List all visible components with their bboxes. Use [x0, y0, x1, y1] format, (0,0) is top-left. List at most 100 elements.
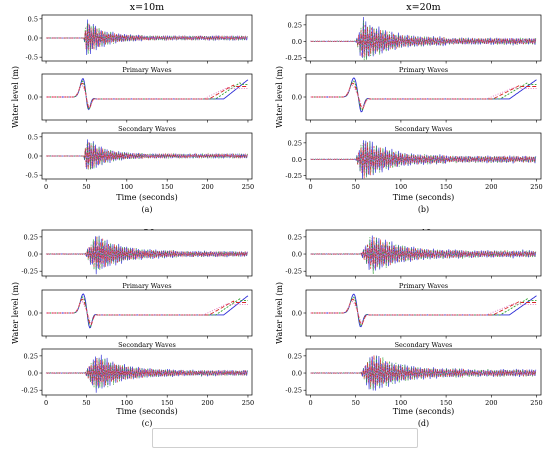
- x-tick-label: 0: [44, 183, 48, 191]
- figure-label: (a): [141, 205, 152, 214]
- y-tick-label: 0.0: [292, 156, 302, 164]
- subplot-title: Secondary Waves: [118, 125, 176, 133]
- y-tick-label: 0.25: [288, 233, 302, 241]
- plot-frame: [305, 73, 542, 121]
- x-tick-label: 50: [352, 183, 360, 191]
- y-tick-label: 0.25: [24, 352, 38, 360]
- y-axis-label: Water level (m): [275, 66, 284, 128]
- subplot-title: Primary Waves: [122, 66, 171, 74]
- subplot-1: -0.5 0.0 0.5: [25, 14, 253, 64]
- y-tick-label: 0.0: [28, 35, 38, 43]
- x-tick-label: 250: [530, 183, 542, 191]
- series-line-h=7.5m: [310, 82, 537, 110]
- series-line-h=7.5m: [310, 142, 537, 179]
- y-tick-label: 0.0: [28, 94, 38, 102]
- subplot-title: Primary Waves: [122, 282, 171, 290]
- series-line-h=7.5m: [46, 82, 248, 109]
- subplot-1: -0.25 0.0 0.25: [285, 14, 542, 64]
- legend: [152, 428, 418, 448]
- subplot-title: Primary Waves: [399, 66, 448, 74]
- series-line-h=8.0m: [45, 25, 248, 51]
- subplot-3: Secondary Waves -0.25 0.0 0.25 0 50 100 150 200 2…: [285, 341, 542, 407]
- series-lines: [45, 19, 248, 56]
- y-axis-label: Water level (m): [11, 66, 20, 128]
- y-tick-label: 0.5: [28, 133, 38, 141]
- x-tick-label: 200: [201, 183, 213, 191]
- x-tick-label: 50: [82, 399, 90, 407]
- x-tick-label: 100: [395, 183, 407, 191]
- y-tick-label: 0.25: [288, 139, 302, 147]
- series-line-h=8.0m: [46, 300, 248, 324]
- x-tick-label: 0: [44, 399, 48, 407]
- x-tick-label: 250: [242, 183, 254, 191]
- plot-frame: [305, 348, 542, 396]
- subplot-2: Primary Waves 0.0: [292, 282, 542, 339]
- subplot-2: Primary Waves 0.0: [292, 66, 542, 123]
- subplot-1: -0.25 0.0 0.25: [21, 229, 253, 279]
- plot-frame: [41, 289, 253, 337]
- x-tick-label: 200: [201, 399, 213, 407]
- y-tick-label: 0.0: [28, 251, 38, 259]
- series-lines: [310, 293, 537, 328]
- series-lines: [46, 78, 249, 111]
- figure-panel-a: x=10m -0.5 0.0 0.5 Primary Waves 0.0 Secondary…: [11, 2, 254, 214]
- y-tick-label: 0.0: [292, 310, 302, 318]
- series-line-h=7.5m: [310, 24, 537, 58]
- x-axis-label: Time (seconds): [116, 193, 178, 202]
- x-tick-label: 50: [82, 183, 90, 191]
- x-tick-label: 200: [485, 399, 497, 407]
- series-line-h=8.0m: [310, 85, 537, 108]
- y-tick-label: -0.25: [285, 387, 302, 395]
- subplot-title: Secondary Waves: [118, 341, 176, 349]
- y-tick-label: 0.0: [292, 94, 302, 102]
- y-tick-label: 0.5: [28, 15, 38, 23]
- series-line-h=8.0m: [310, 143, 537, 174]
- x-tick-label: 0: [308, 399, 312, 407]
- y-tick-label: -0.25: [285, 54, 302, 62]
- figure-label: (c): [142, 419, 153, 428]
- subplot-1: -0.25 0.0 0.25: [285, 229, 542, 279]
- y-tick-label: -0.25: [285, 268, 302, 276]
- series-line-h=8.0m: [45, 241, 248, 268]
- series-line-h=8.0m: [310, 301, 537, 324]
- x-tick-label: 0: [308, 183, 312, 191]
- series-line-h=8.0m: [310, 356, 537, 389]
- y-tick-label: 0.0: [28, 310, 38, 318]
- subplot-3: Secondary Waves -0.5 0.0 0.5 0 50 100 150 200 250: [25, 125, 254, 191]
- panel-title: x=10m: [130, 2, 164, 13]
- y-tick-label: 0.0: [292, 251, 302, 259]
- y-tick-label: -0.5: [25, 172, 38, 180]
- subplot-title: Secondary Waves: [395, 125, 453, 133]
- plot-frame: [41, 73, 253, 121]
- series-line-h=7.5m: [46, 298, 248, 326]
- series-line-h=8.0m: [310, 238, 537, 269]
- x-tick-label: 150: [161, 183, 173, 191]
- y-axis-label: Water level (m): [275, 282, 284, 344]
- subplot-2: Primary Waves 0.0: [28, 66, 253, 123]
- series-line-h=8.0m: [45, 360, 248, 387]
- series-line-h=8.0m: [46, 84, 248, 108]
- x-tick-label: 200: [485, 183, 497, 191]
- x-axis-label: Time (seconds): [393, 407, 455, 416]
- subplot-3: Secondary Waves -0.25 0.0 0.25 0 50 100 150 200 2…: [21, 341, 254, 407]
- y-tick-label: -0.25: [285, 172, 302, 180]
- series-lines: [45, 235, 248, 275]
- series-lines: [310, 354, 537, 391]
- x-tick-label: 100: [121, 399, 133, 407]
- series-lines: [310, 16, 537, 61]
- subplot-3: Secondary Waves -0.25 0.0 0.25 0 50 100 150 200 2…: [285, 125, 542, 191]
- x-tick-label: 150: [440, 399, 452, 407]
- subplot-2: Primary Waves 0.0: [28, 282, 253, 339]
- subplot-title: Secondary Waves: [395, 341, 453, 349]
- x-tick-label: 100: [395, 399, 407, 407]
- plot-frame: [305, 289, 542, 337]
- y-tick-label: 0.0: [292, 38, 302, 46]
- series-lines: [310, 77, 537, 113]
- figure-label: (d): [418, 419, 429, 428]
- series-lines: [45, 139, 248, 170]
- series-lines: [45, 354, 248, 393]
